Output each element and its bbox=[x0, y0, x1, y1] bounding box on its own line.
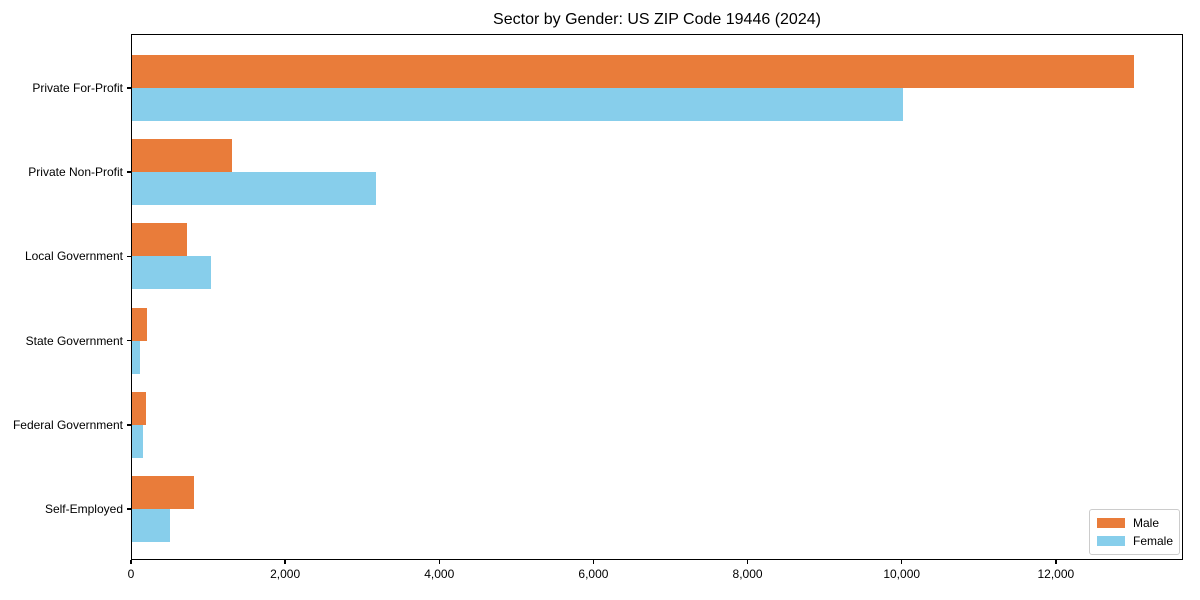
x-tick-0 bbox=[130, 560, 132, 564]
y-category-label-local-government: Local Government bbox=[24, 249, 123, 264]
x-tick-label-2000: 2,000 bbox=[270, 567, 301, 581]
y-category-label-federal-government: Federal Government bbox=[12, 417, 123, 432]
y-tick-private-non-profit bbox=[127, 171, 131, 173]
bar-male-federal-government bbox=[132, 391, 146, 425]
bar-female-local-government bbox=[132, 256, 211, 290]
bar-female-private-non-profit bbox=[132, 172, 376, 206]
legend-label-male: Male bbox=[1133, 516, 1160, 530]
y-tick-state-government bbox=[127, 339, 131, 342]
bar-male-self-employed bbox=[132, 476, 194, 509]
x-tick-label-12000: 12,000 bbox=[1037, 567, 1075, 581]
x-tick-2000 bbox=[284, 560, 286, 564]
x-tick-8000 bbox=[746, 560, 749, 564]
bar-female-federal-government bbox=[132, 424, 143, 458]
y-tick-local-government bbox=[127, 255, 131, 258]
female-series-swatch-icon bbox=[1097, 536, 1125, 546]
legend: Male Female bbox=[1089, 509, 1180, 555]
chart-title: Sector by Gender: US ZIP Code 19446 (202… bbox=[493, 11, 821, 28]
bar-male-local-government bbox=[132, 223, 187, 257]
bar-male-state-government bbox=[132, 307, 147, 341]
x-tick-12000 bbox=[1055, 560, 1057, 564]
y-category-label-self-employed: Self-Employed bbox=[44, 502, 123, 516]
y-category-label-private-for-profit: Private For-Profit bbox=[32, 81, 123, 95]
bar-female-state-government bbox=[132, 340, 140, 374]
bar-male-private-non-profit bbox=[132, 139, 232, 173]
y-category-label-state-government: State Government bbox=[25, 333, 123, 348]
x-tick-label-0: 0 bbox=[127, 567, 135, 581]
x-tick-label-10000: 10,000 bbox=[883, 567, 921, 581]
x-tick-label-8000: 8,000 bbox=[732, 567, 763, 581]
legend-item-female: Female bbox=[1097, 533, 1174, 549]
y-tick-self-employed bbox=[127, 508, 131, 510]
y-category-label-private-non-profit: Private Non-Profit bbox=[28, 165, 123, 180]
legend-label-female: Female bbox=[1133, 534, 1174, 548]
plot-area bbox=[131, 34, 1183, 560]
male-series-swatch-icon bbox=[1097, 518, 1125, 528]
bar-male-private-for-profit bbox=[132, 55, 1134, 88]
y-tick-federal-government bbox=[127, 424, 131, 426]
bar-female-private-for-profit bbox=[132, 88, 903, 121]
bar-female-self-employed bbox=[132, 509, 170, 542]
x-tick-label-4000: 4,000 bbox=[424, 567, 455, 581]
y-tick-private-for-profit bbox=[127, 87, 131, 89]
x-tick-6000 bbox=[592, 560, 595, 564]
x-tick-4000 bbox=[438, 560, 441, 564]
x-tick-label-6000: 6,000 bbox=[578, 567, 609, 581]
legend-item-male: Male bbox=[1097, 515, 1172, 531]
x-tick-10000 bbox=[900, 560, 903, 564]
